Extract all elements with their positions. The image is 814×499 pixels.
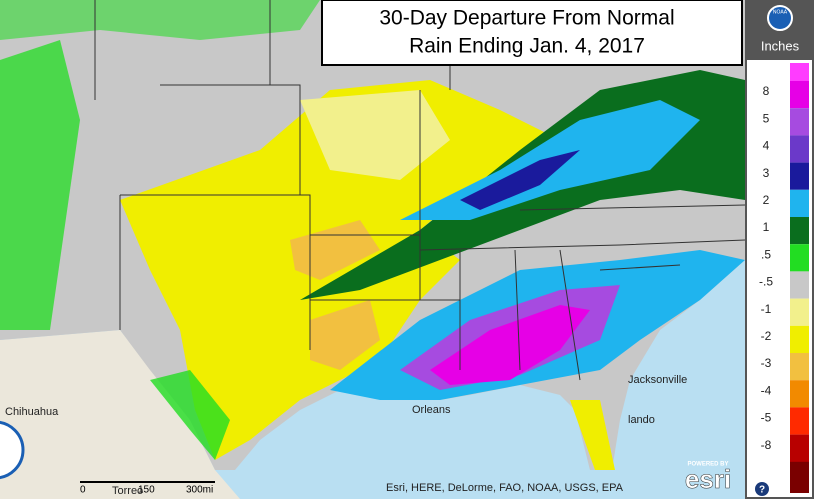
legend-label: -8 bbox=[761, 438, 772, 452]
legend-label: -1 bbox=[761, 302, 772, 316]
mexico bbox=[0, 330, 240, 499]
legend-label: .5 bbox=[761, 247, 771, 261]
legend-label: -2 bbox=[761, 329, 772, 343]
attribution: Esri, HERE, DeLorme, FAO, NOAA, USGS, EP… bbox=[386, 482, 624, 494]
title-box bbox=[321, 0, 743, 66]
help-button[interactable] bbox=[755, 482, 769, 496]
wet-area bbox=[0, 40, 80, 330]
title-line: Rain Ending Jan. 4, 2017 bbox=[409, 35, 645, 58]
legend-swatch bbox=[790, 271, 809, 299]
legend-label: 1 bbox=[763, 220, 770, 234]
wettest-area bbox=[430, 305, 590, 385]
legend-swatch bbox=[790, 353, 809, 381]
legend-swatch-extra bbox=[790, 63, 809, 81]
legend-label: -4 bbox=[761, 383, 772, 397]
legend-swatch bbox=[790, 244, 809, 272]
scale-label: 150 bbox=[138, 485, 155, 496]
help-text[interactable]: ? bbox=[759, 485, 765, 496]
legend-swatch bbox=[790, 434, 809, 462]
legend-swatch bbox=[790, 325, 809, 353]
wet-area bbox=[150, 370, 230, 460]
legend: 8 5 4 3 2 1 .5 -.5 -1 -2 -3 -4 -5 -8 bbox=[759, 81, 809, 462]
legend-label: -.5 bbox=[759, 275, 773, 289]
city-label: lando bbox=[628, 414, 655, 426]
legend-swatch bbox=[790, 135, 809, 163]
legend-swatch bbox=[790, 217, 809, 245]
city-label: Jacksonville bbox=[628, 374, 687, 386]
city-label: Torreo bbox=[112, 485, 143, 497]
legend-swatch bbox=[790, 407, 809, 435]
legend-swatch bbox=[790, 108, 809, 136]
noaa-logo bbox=[767, 5, 793, 31]
very-dry-area bbox=[310, 300, 380, 370]
city-label: Chihuahua bbox=[5, 406, 59, 418]
noaa-map-logo bbox=[0, 420, 25, 480]
legend-label: 4 bbox=[763, 139, 770, 153]
scale-bar: 0 150 300mi bbox=[80, 481, 215, 496]
scale-label: 0 bbox=[80, 485, 86, 496]
legend-swatch bbox=[790, 298, 809, 326]
legend-label: 5 bbox=[763, 111, 770, 125]
legend-label: -3 bbox=[761, 356, 772, 370]
title-line: 30-Day Departure From Normal bbox=[379, 7, 674, 30]
legend-swatch bbox=[790, 380, 809, 408]
esri-logo: esri bbox=[685, 464, 731, 494]
esri-powered: POWERED BY bbox=[687, 462, 728, 468]
legend-label: 3 bbox=[763, 166, 770, 180]
city-label: Orleans bbox=[412, 404, 451, 416]
wetter-area bbox=[460, 150, 580, 210]
legend-label: -5 bbox=[761, 411, 772, 425]
legend-label: 2 bbox=[763, 193, 770, 207]
legend-swatch-extra bbox=[790, 457, 809, 493]
dry-area bbox=[300, 90, 450, 180]
legend-swatch bbox=[790, 189, 809, 217]
legend-unit: Inches bbox=[761, 38, 800, 53]
scale-label: 300mi bbox=[186, 485, 213, 496]
legend-swatch bbox=[790, 81, 809, 109]
dry-area bbox=[570, 400, 615, 470]
city-labels: Chihuahua Jacksonville Orleans lando Tor… bbox=[5, 374, 687, 497]
legend-label: 8 bbox=[763, 84, 770, 98]
logo-text: NOAA bbox=[773, 9, 788, 15]
legend-swatch bbox=[790, 162, 809, 190]
wet-area bbox=[0, 0, 320, 40]
